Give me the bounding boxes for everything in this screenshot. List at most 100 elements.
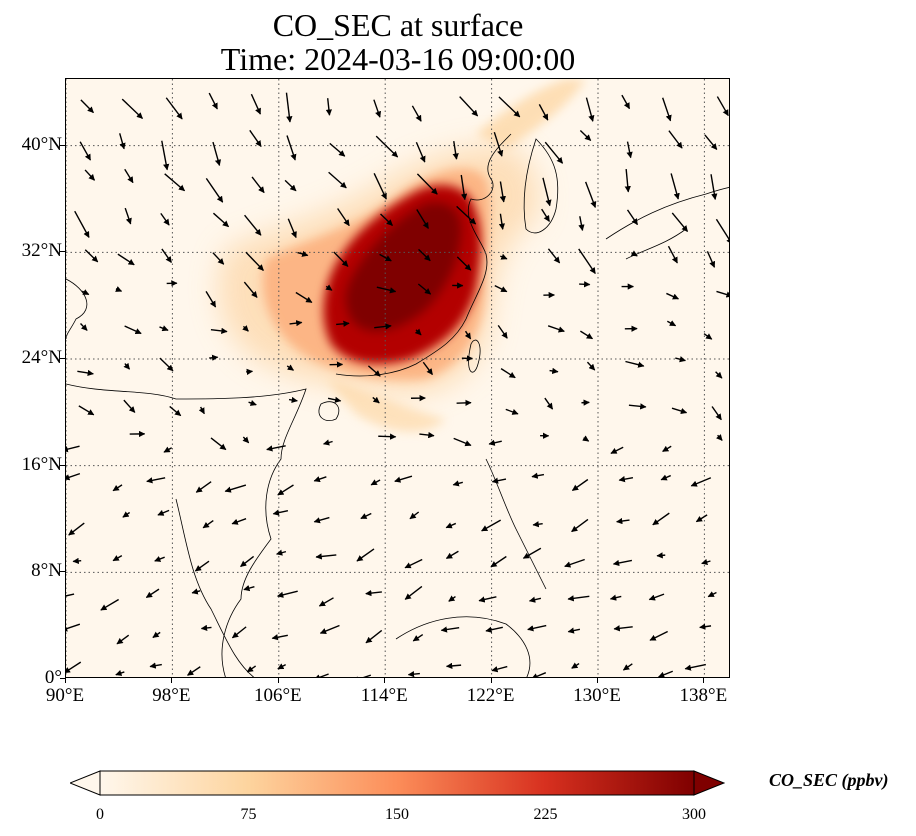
wind-arrow <box>404 558 423 569</box>
wind-arrow <box>711 406 722 421</box>
wind-arrow <box>163 446 173 453</box>
wind-arrow <box>695 514 708 523</box>
wind-arrow <box>322 439 333 446</box>
colorbar-tick-label: 225 <box>533 806 558 823</box>
wind-arrow <box>205 291 217 308</box>
wind-arrow <box>373 172 387 200</box>
wind-arrow <box>715 218 729 245</box>
wind-arrow <box>74 210 90 238</box>
wind-arrow <box>243 585 255 592</box>
wind-arrow <box>277 484 294 496</box>
wind-arrow <box>336 320 350 327</box>
wind-arrow <box>618 476 634 483</box>
wind-arrow <box>77 369 94 377</box>
wind-arrow <box>656 552 666 559</box>
wind-arrow <box>157 509 170 516</box>
wind-arrow <box>249 129 262 147</box>
wind-arrow <box>522 547 542 559</box>
wind-arrow <box>66 623 81 632</box>
china-coast <box>335 133 512 377</box>
plume-south-tail <box>326 379 446 432</box>
wind-arrow <box>356 548 375 562</box>
wind-arrow <box>286 364 295 371</box>
wind-arrow <box>117 253 135 266</box>
wind-arrow <box>367 365 381 377</box>
wind-arrow <box>710 174 718 201</box>
wind-arrow <box>547 248 561 264</box>
wind-arrow <box>538 104 549 121</box>
wind-arrow <box>145 588 160 599</box>
wind-arrow <box>541 208 550 222</box>
wind-arrow <box>549 367 559 375</box>
wind-arrow <box>671 212 689 232</box>
lon-tick-mark <box>703 678 705 683</box>
wind-arrow <box>231 626 247 639</box>
wind-arrow <box>337 208 350 227</box>
wind-arrow <box>578 216 585 232</box>
wind-arrow <box>668 130 683 149</box>
borneo <box>395 616 531 677</box>
wind-arrow <box>372 396 380 404</box>
wind-arrow <box>295 291 313 304</box>
wind-arrow <box>579 130 592 141</box>
wind-arrow <box>416 173 438 195</box>
wind-arrow <box>494 284 508 293</box>
hainan <box>318 401 340 421</box>
wind-arrow <box>152 631 161 639</box>
wind-arrow <box>703 333 713 340</box>
wind-arrow <box>625 360 645 368</box>
wind-arrow <box>212 212 230 228</box>
wind-arrow <box>79 141 92 161</box>
wind-arrow <box>612 559 633 567</box>
wind-arrow <box>622 663 633 671</box>
lon-tick-label: 122°E <box>466 685 515 706</box>
wind-arrow <box>159 357 174 372</box>
wind-arrow <box>195 481 212 493</box>
wind-arrow <box>187 666 201 676</box>
wind-arrow <box>701 558 711 565</box>
wind-arrow <box>648 593 665 601</box>
wind-arrow <box>485 626 503 633</box>
wind-arrow <box>652 512 670 526</box>
wind-arrow <box>245 251 264 271</box>
wind-arrow <box>491 477 507 484</box>
korea-peninsula <box>523 138 559 234</box>
wind-arrow <box>440 626 460 633</box>
wind-arrow <box>119 133 126 150</box>
colorbar-tick-label: 150 <box>385 806 409 823</box>
wind-arrow <box>505 408 519 415</box>
wind-arrow <box>531 472 545 479</box>
wind-arrow <box>497 325 508 339</box>
wind-arrow <box>288 396 298 404</box>
wind-arrow <box>715 371 723 379</box>
lat-tick-mark <box>60 464 65 466</box>
wind-arrow <box>115 286 123 292</box>
wind-arrow <box>407 671 420 677</box>
wind-arrow <box>380 213 393 226</box>
wind-arrow <box>313 516 330 524</box>
wind-arrow <box>613 625 633 632</box>
wind-arrow <box>80 323 88 331</box>
wind-arrow <box>68 522 85 536</box>
wind-arrow <box>375 135 399 158</box>
wind-arrow <box>378 433 397 440</box>
wind-arrow <box>165 97 183 120</box>
wind-arrow <box>628 403 647 410</box>
wind-arrow <box>319 624 340 634</box>
wind-arrow <box>72 557 82 565</box>
wind-arrow <box>169 405 182 417</box>
wind-arrow <box>411 105 422 122</box>
wind-arrow <box>272 509 289 516</box>
wind-arrow <box>205 177 224 203</box>
wind-arrow <box>582 435 590 442</box>
wind-arrow <box>289 319 303 327</box>
wind-arrow <box>498 96 521 118</box>
malay-peninsula <box>175 498 255 677</box>
wind-arrow <box>231 518 247 525</box>
wind-arrow <box>445 550 459 560</box>
wind-arrow <box>286 135 297 161</box>
wind-arrow <box>616 517 630 525</box>
wind-arrow <box>112 484 123 492</box>
wind-arrow <box>493 131 504 157</box>
colorbar <box>70 770 725 796</box>
